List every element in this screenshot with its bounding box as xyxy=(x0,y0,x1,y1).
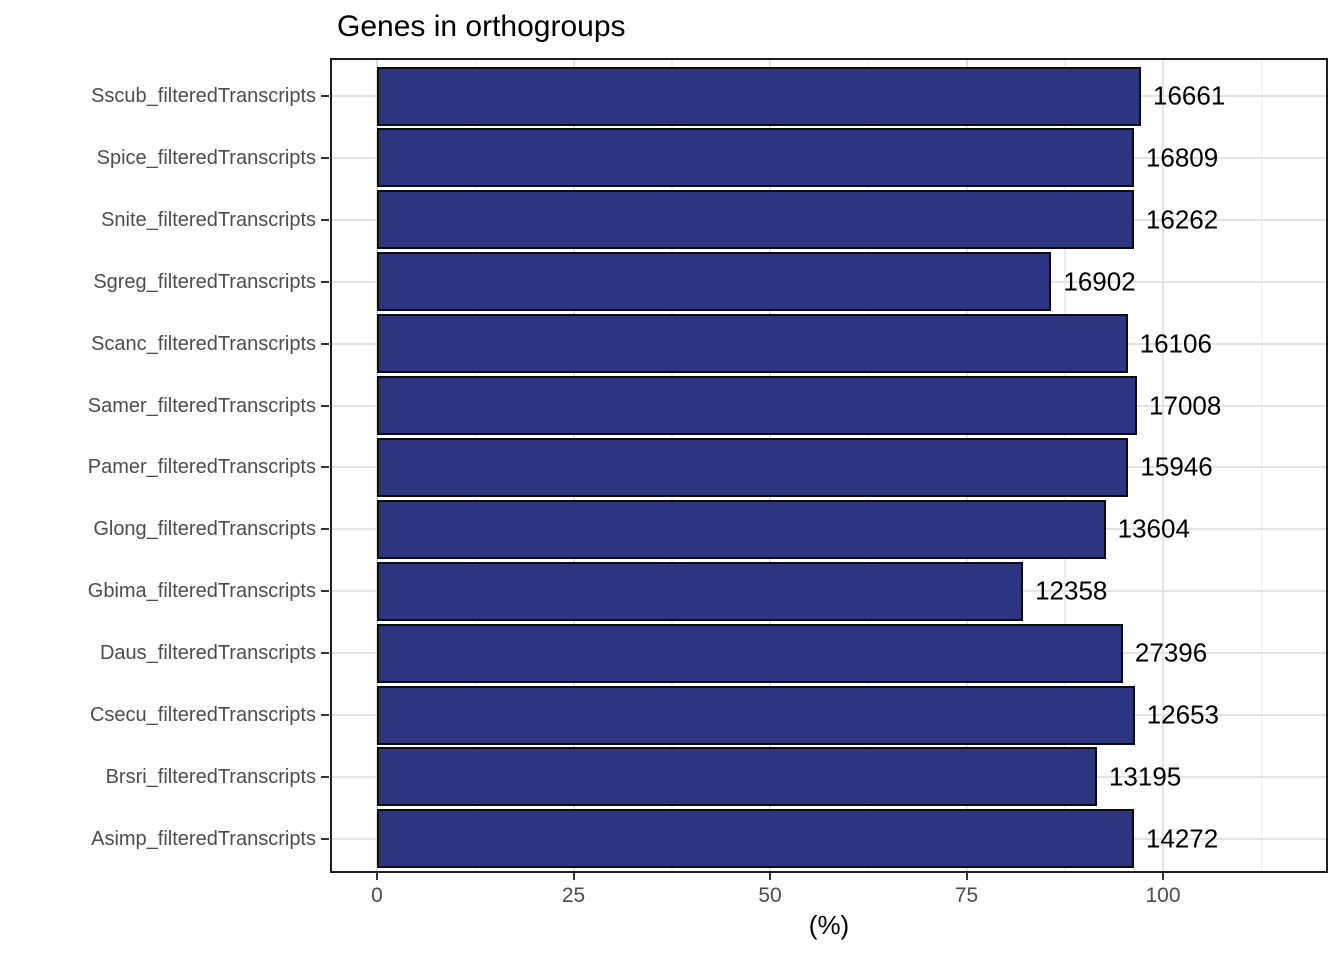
x-axis-tick-label: 75 xyxy=(954,884,979,907)
x-axis-tick-label: 100 xyxy=(1145,884,1181,907)
x-axis-tick xyxy=(965,873,968,880)
bar-value-label: 16106 xyxy=(1139,328,1212,359)
bar-value-label: 13604 xyxy=(1117,513,1190,544)
chart-title: Genes in orthogroups xyxy=(337,10,626,43)
y-axis-tick xyxy=(321,156,329,159)
y-axis-tick xyxy=(321,218,329,221)
y-axis-label: Samer_filteredTranscripts xyxy=(87,394,316,417)
bar-value-label: 16809 xyxy=(1145,142,1219,173)
y-axis-tick xyxy=(321,652,329,655)
x-axis-tick-label: 0 xyxy=(371,884,383,907)
bar-value-label: 16661 xyxy=(1152,80,1226,111)
y-axis-label: Daus_filteredTranscripts xyxy=(99,642,316,665)
bar-value-label: 16262 xyxy=(1145,204,1219,235)
y-axis-label: Gbima_filteredTranscripts xyxy=(87,580,316,603)
y-axis-label: Sgreg_filteredTranscripts xyxy=(93,270,316,293)
bar-value-label: 16902 xyxy=(1063,266,1136,297)
y-axis-label: Csecu_filteredTranscripts xyxy=(89,704,316,726)
bar-Samer_filteredTranscripts xyxy=(377,376,1138,435)
y-axis-label: Sscub_filteredTranscripts xyxy=(91,85,316,107)
y-axis-tick xyxy=(321,528,329,531)
gridline-major-vertical xyxy=(1162,60,1164,871)
bar-Asimp_filteredTranscripts xyxy=(377,809,1134,869)
y-axis-tick xyxy=(321,404,329,407)
y-axis-tick xyxy=(321,280,329,283)
y-axis-label: Snite_filteredTranscripts xyxy=(101,208,316,231)
x-axis-tick xyxy=(769,873,771,880)
bar-value-label: 27396 xyxy=(1134,637,1208,668)
bar-Glong_filteredTranscripts xyxy=(377,499,1106,559)
y-axis-tick xyxy=(321,342,329,345)
bar-value-label: 14272 xyxy=(1145,823,1219,854)
bar-Brsri_filteredTranscripts xyxy=(377,747,1097,807)
y-axis-label: Brsri_filteredTranscripts xyxy=(105,765,316,788)
bar-value-label: 15946 xyxy=(1140,451,1213,482)
y-axis-tick xyxy=(321,837,329,840)
x-axis-tick xyxy=(572,873,575,880)
y-axis-tick xyxy=(321,714,329,716)
x-axis-tick-label: 25 xyxy=(561,884,586,907)
bar-value-label: 12653 xyxy=(1146,699,1220,730)
x-axis-tick xyxy=(376,873,378,880)
y-axis-label: Pamer_filteredTranscripts xyxy=(87,456,316,479)
y-axis-tick xyxy=(321,775,329,778)
bar-Csecu_filteredTranscripts xyxy=(377,685,1135,745)
y-axis-label: Spice_filteredTranscripts xyxy=(96,146,316,169)
bar-Scanc_filteredTranscripts xyxy=(377,314,1128,374)
x-axis-tick-label: 50 xyxy=(758,884,782,907)
y-axis-label: Asimp_filteredTranscripts xyxy=(91,827,316,850)
bar-value-label: 12358 xyxy=(1035,575,1108,606)
y-axis-tick xyxy=(321,95,329,97)
bar-Sscub_filteredTranscripts xyxy=(377,66,1141,126)
bar-Spice_filteredTranscripts xyxy=(377,128,1134,188)
x-axis-title: (%) xyxy=(808,910,850,940)
y-axis-label: Scanc_filteredTranscripts xyxy=(91,332,316,355)
bar-Gbima_filteredTranscripts xyxy=(377,561,1024,621)
bar-Pamer_filteredTranscripts xyxy=(377,437,1129,497)
plot-panel: 16661 16809 16262 16902 16106 17008 15946 13604… xyxy=(330,58,1328,873)
y-axis-tick xyxy=(321,590,329,593)
bar-Sgreg_filteredTranscripts xyxy=(377,252,1052,312)
y-axis-tick xyxy=(321,466,329,469)
x-axis-tick xyxy=(1162,873,1164,880)
y-axis-label: Glong_filteredTranscripts xyxy=(93,518,316,541)
bar-Daus_filteredTranscripts xyxy=(377,623,1123,683)
gridline-minor-vertical xyxy=(1260,60,1263,871)
bar-value-label: 13195 xyxy=(1108,761,1182,792)
bar-Snite_filteredTranscripts xyxy=(377,190,1134,250)
bar-value-label: 17008 xyxy=(1149,390,1222,420)
